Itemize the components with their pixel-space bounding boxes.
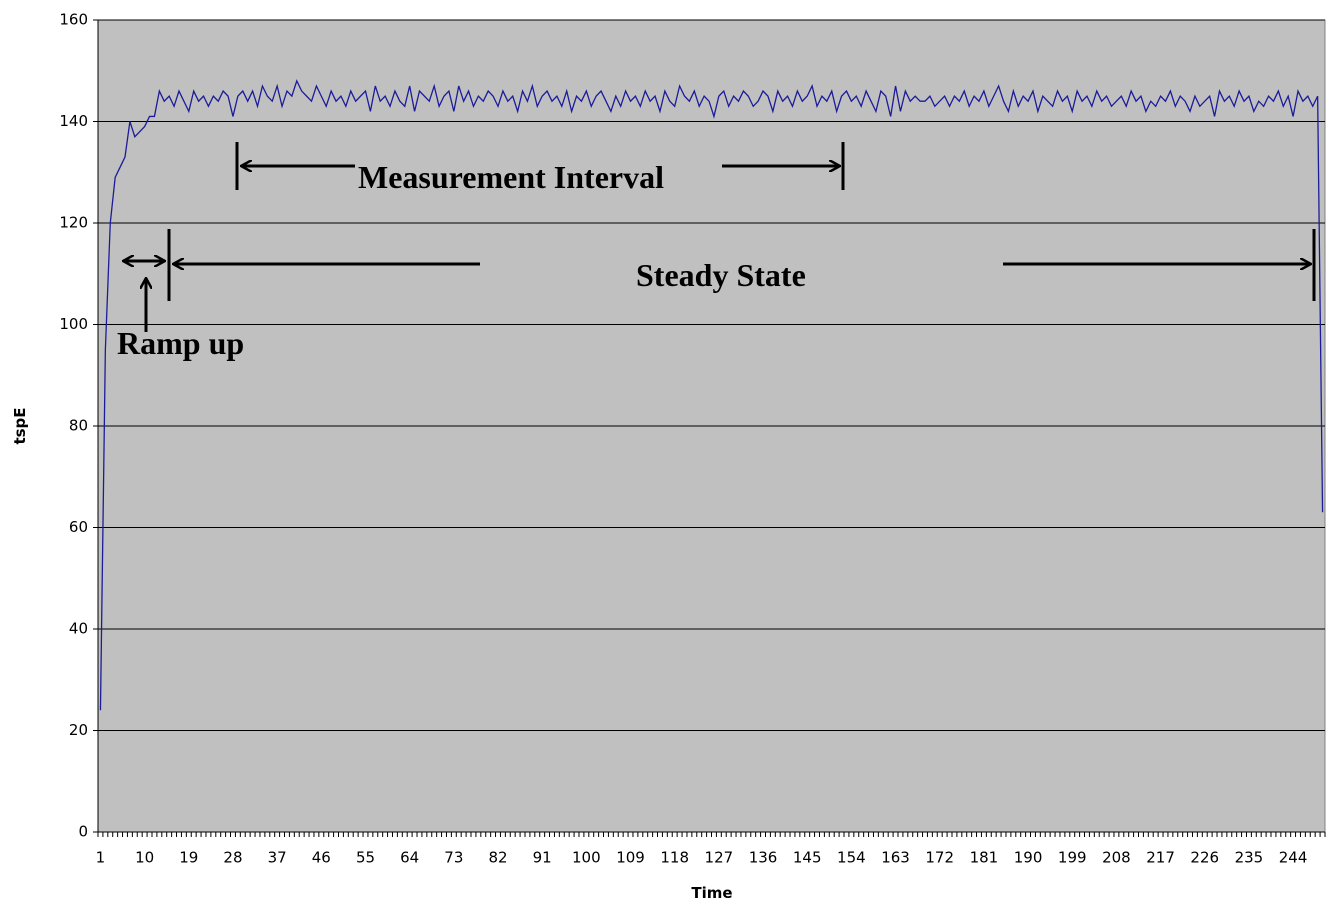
- x-tick-label: 244: [1279, 849, 1308, 867]
- x-tick-label: 136: [749, 849, 778, 867]
- y-axis-title: tspE: [11, 407, 29, 444]
- x-tick-label: 28: [223, 849, 242, 867]
- x-tick-label: 46: [312, 849, 331, 867]
- x-tick-label: 1: [96, 849, 106, 867]
- x-tick-label: 172: [925, 849, 954, 867]
- x-tick-label: 118: [660, 849, 689, 867]
- x-tick-label: 217: [1146, 849, 1175, 867]
- x-tick-label: 100: [572, 849, 601, 867]
- y-tick-label: 140: [59, 112, 88, 130]
- x-tick-label: 199: [1058, 849, 1087, 867]
- x-tick-label: 109: [616, 849, 645, 867]
- y-tick-label: 60: [69, 518, 88, 536]
- y-tick-label: 80: [69, 417, 88, 435]
- y-tick-label: 160: [59, 11, 88, 29]
- annotation: Measurement Interval: [358, 159, 664, 195]
- series: [99, 79, 1324, 711]
- x-tick-label: 235: [1235, 849, 1264, 867]
- y-tick-label: 20: [69, 721, 88, 739]
- x-tick-label: 145: [793, 849, 822, 867]
- x-tick-label: 19: [179, 849, 198, 867]
- x-tick-label: 154: [837, 849, 866, 867]
- annotations: Measurement Interval Steady State Ramp u…: [117, 142, 1316, 361]
- y-tick-label: 120: [59, 214, 88, 232]
- x-axis-title: Time: [691, 884, 732, 902]
- x-tick-label: 64: [400, 849, 419, 867]
- annotation: Steady State: [636, 257, 806, 293]
- series-line: [99, 79, 1324, 711]
- x-tick-label: 37: [268, 849, 287, 867]
- x-tick-label: 10: [135, 849, 154, 867]
- x-tick-label: 55: [356, 849, 375, 867]
- y-tick-label: 40: [69, 620, 88, 638]
- y-tick-label: 0: [78, 823, 88, 841]
- x-tick-label: 190: [1014, 849, 1043, 867]
- y-tick-label: 100: [59, 315, 88, 333]
- x-tick-label: 163: [881, 849, 910, 867]
- annotation: Ramp up: [117, 325, 244, 361]
- axes: 0 20 40 60 80 100 120 140 160 1 10 19 28 37 46 55 64 73 82…: [59, 11, 1326, 867]
- x-tick-label: 82: [488, 849, 507, 867]
- x-tick-label: 226: [1190, 849, 1219, 867]
- grid: [98, 19, 1325, 731]
- x-tick-label: 208: [1102, 849, 1131, 867]
- x-tick-label: 73: [444, 849, 463, 867]
- x-tick-label: 91: [533, 849, 552, 867]
- x-tick-label: 127: [705, 849, 734, 867]
- x-tick-label: 181: [970, 849, 999, 867]
